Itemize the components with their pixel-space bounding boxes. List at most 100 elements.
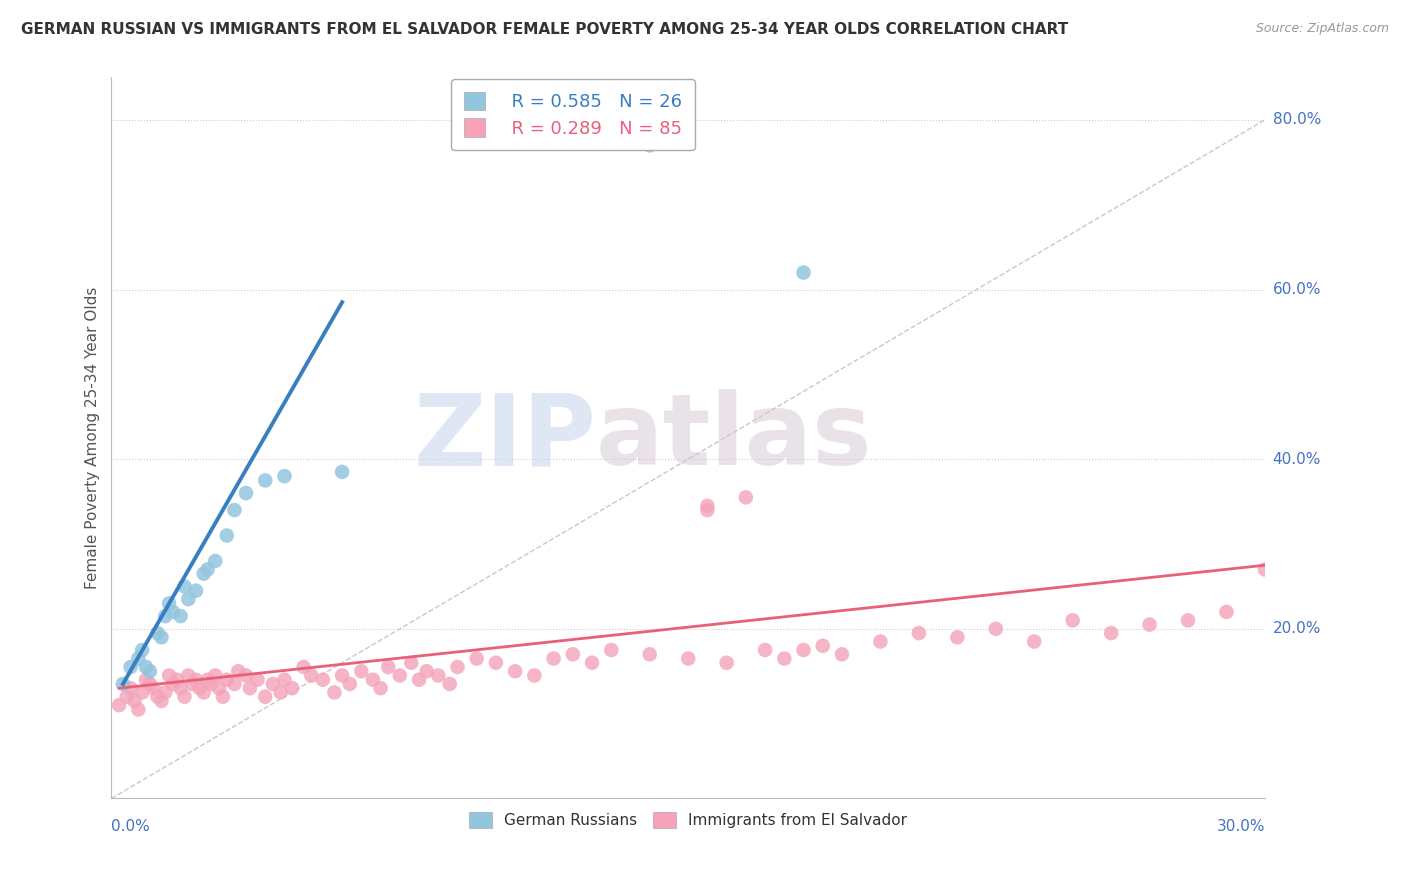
- Point: [226, 665, 249, 679]
- Point: [184, 673, 207, 687]
- Point: [208, 681, 231, 696]
- Point: [177, 668, 200, 682]
- Point: [157, 596, 180, 610]
- Point: [339, 677, 361, 691]
- Point: [131, 643, 153, 657]
- Point: [177, 592, 200, 607]
- Point: [157, 668, 180, 682]
- Legend: German Russians, Immigrants from El Salvador: German Russians, Immigrants from El Salv…: [463, 805, 912, 834]
- Point: [754, 643, 776, 657]
- Point: [696, 499, 718, 513]
- Point: [224, 677, 246, 691]
- Point: [215, 673, 238, 687]
- Point: [120, 681, 142, 696]
- Point: [193, 566, 215, 581]
- Point: [503, 665, 526, 679]
- Point: [127, 702, 149, 716]
- Point: [155, 609, 177, 624]
- Point: [1024, 634, 1046, 648]
- Point: [446, 660, 468, 674]
- Point: [155, 685, 177, 699]
- Point: [246, 673, 269, 687]
- Point: [188, 681, 211, 696]
- Point: [439, 677, 461, 691]
- Point: [197, 562, 219, 576]
- Point: [831, 647, 853, 661]
- Point: [142, 681, 165, 696]
- Point: [792, 643, 814, 657]
- Point: [465, 651, 488, 665]
- Text: 60.0%: 60.0%: [1272, 282, 1322, 297]
- Point: [377, 660, 399, 674]
- Point: [638, 647, 661, 661]
- Point: [581, 656, 603, 670]
- Text: Source: ZipAtlas.com: Source: ZipAtlas.com: [1256, 22, 1389, 36]
- Point: [281, 681, 304, 696]
- Point: [273, 673, 295, 687]
- Point: [330, 668, 353, 682]
- Point: [811, 639, 834, 653]
- Point: [323, 685, 346, 699]
- Point: [427, 668, 450, 682]
- Point: [523, 668, 546, 682]
- Text: 40.0%: 40.0%: [1272, 451, 1322, 467]
- Point: [224, 503, 246, 517]
- Point: [169, 609, 191, 624]
- Point: [370, 681, 392, 696]
- Text: GERMAN RUSSIAN VS IMMIGRANTS FROM EL SALVADOR FEMALE POVERTY AMONG 25-34 YEAR OL: GERMAN RUSSIAN VS IMMIGRANTS FROM EL SAL…: [21, 22, 1069, 37]
- Point: [193, 685, 215, 699]
- Point: [299, 668, 322, 682]
- Point: [984, 622, 1007, 636]
- Point: [173, 579, 195, 593]
- Point: [173, 690, 195, 704]
- Point: [773, 651, 796, 665]
- Point: [135, 673, 157, 687]
- Point: [312, 673, 335, 687]
- Point: [212, 690, 235, 704]
- Point: [908, 626, 931, 640]
- Point: [561, 647, 583, 661]
- Point: [485, 656, 508, 670]
- Point: [166, 673, 188, 687]
- Point: [254, 690, 277, 704]
- Point: [270, 685, 292, 699]
- Point: [408, 673, 430, 687]
- Point: [638, 138, 661, 153]
- Text: 0.0%: 0.0%: [111, 819, 150, 834]
- Text: atlas: atlas: [596, 390, 873, 486]
- Point: [792, 266, 814, 280]
- Point: [350, 665, 373, 679]
- Point: [696, 503, 718, 517]
- Point: [139, 677, 162, 691]
- Point: [235, 668, 257, 682]
- Point: [200, 677, 222, 691]
- Point: [150, 630, 173, 644]
- Point: [197, 673, 219, 687]
- Point: [946, 630, 969, 644]
- Point: [162, 605, 184, 619]
- Point: [215, 528, 238, 542]
- Point: [127, 651, 149, 665]
- Point: [1215, 605, 1237, 619]
- Point: [273, 469, 295, 483]
- Point: [181, 677, 204, 691]
- Point: [415, 665, 437, 679]
- Point: [139, 665, 162, 679]
- Text: 20.0%: 20.0%: [1272, 622, 1322, 636]
- Point: [716, 656, 738, 670]
- Point: [169, 681, 191, 696]
- Point: [124, 694, 146, 708]
- Point: [235, 486, 257, 500]
- Point: [1177, 613, 1199, 627]
- Point: [150, 694, 173, 708]
- Point: [1139, 617, 1161, 632]
- Point: [135, 660, 157, 674]
- Point: [330, 465, 353, 479]
- Point: [115, 690, 138, 704]
- Point: [388, 668, 411, 682]
- Point: [146, 690, 169, 704]
- Point: [676, 651, 699, 665]
- Point: [543, 651, 565, 665]
- Point: [734, 491, 756, 505]
- Text: ZIP: ZIP: [413, 390, 596, 486]
